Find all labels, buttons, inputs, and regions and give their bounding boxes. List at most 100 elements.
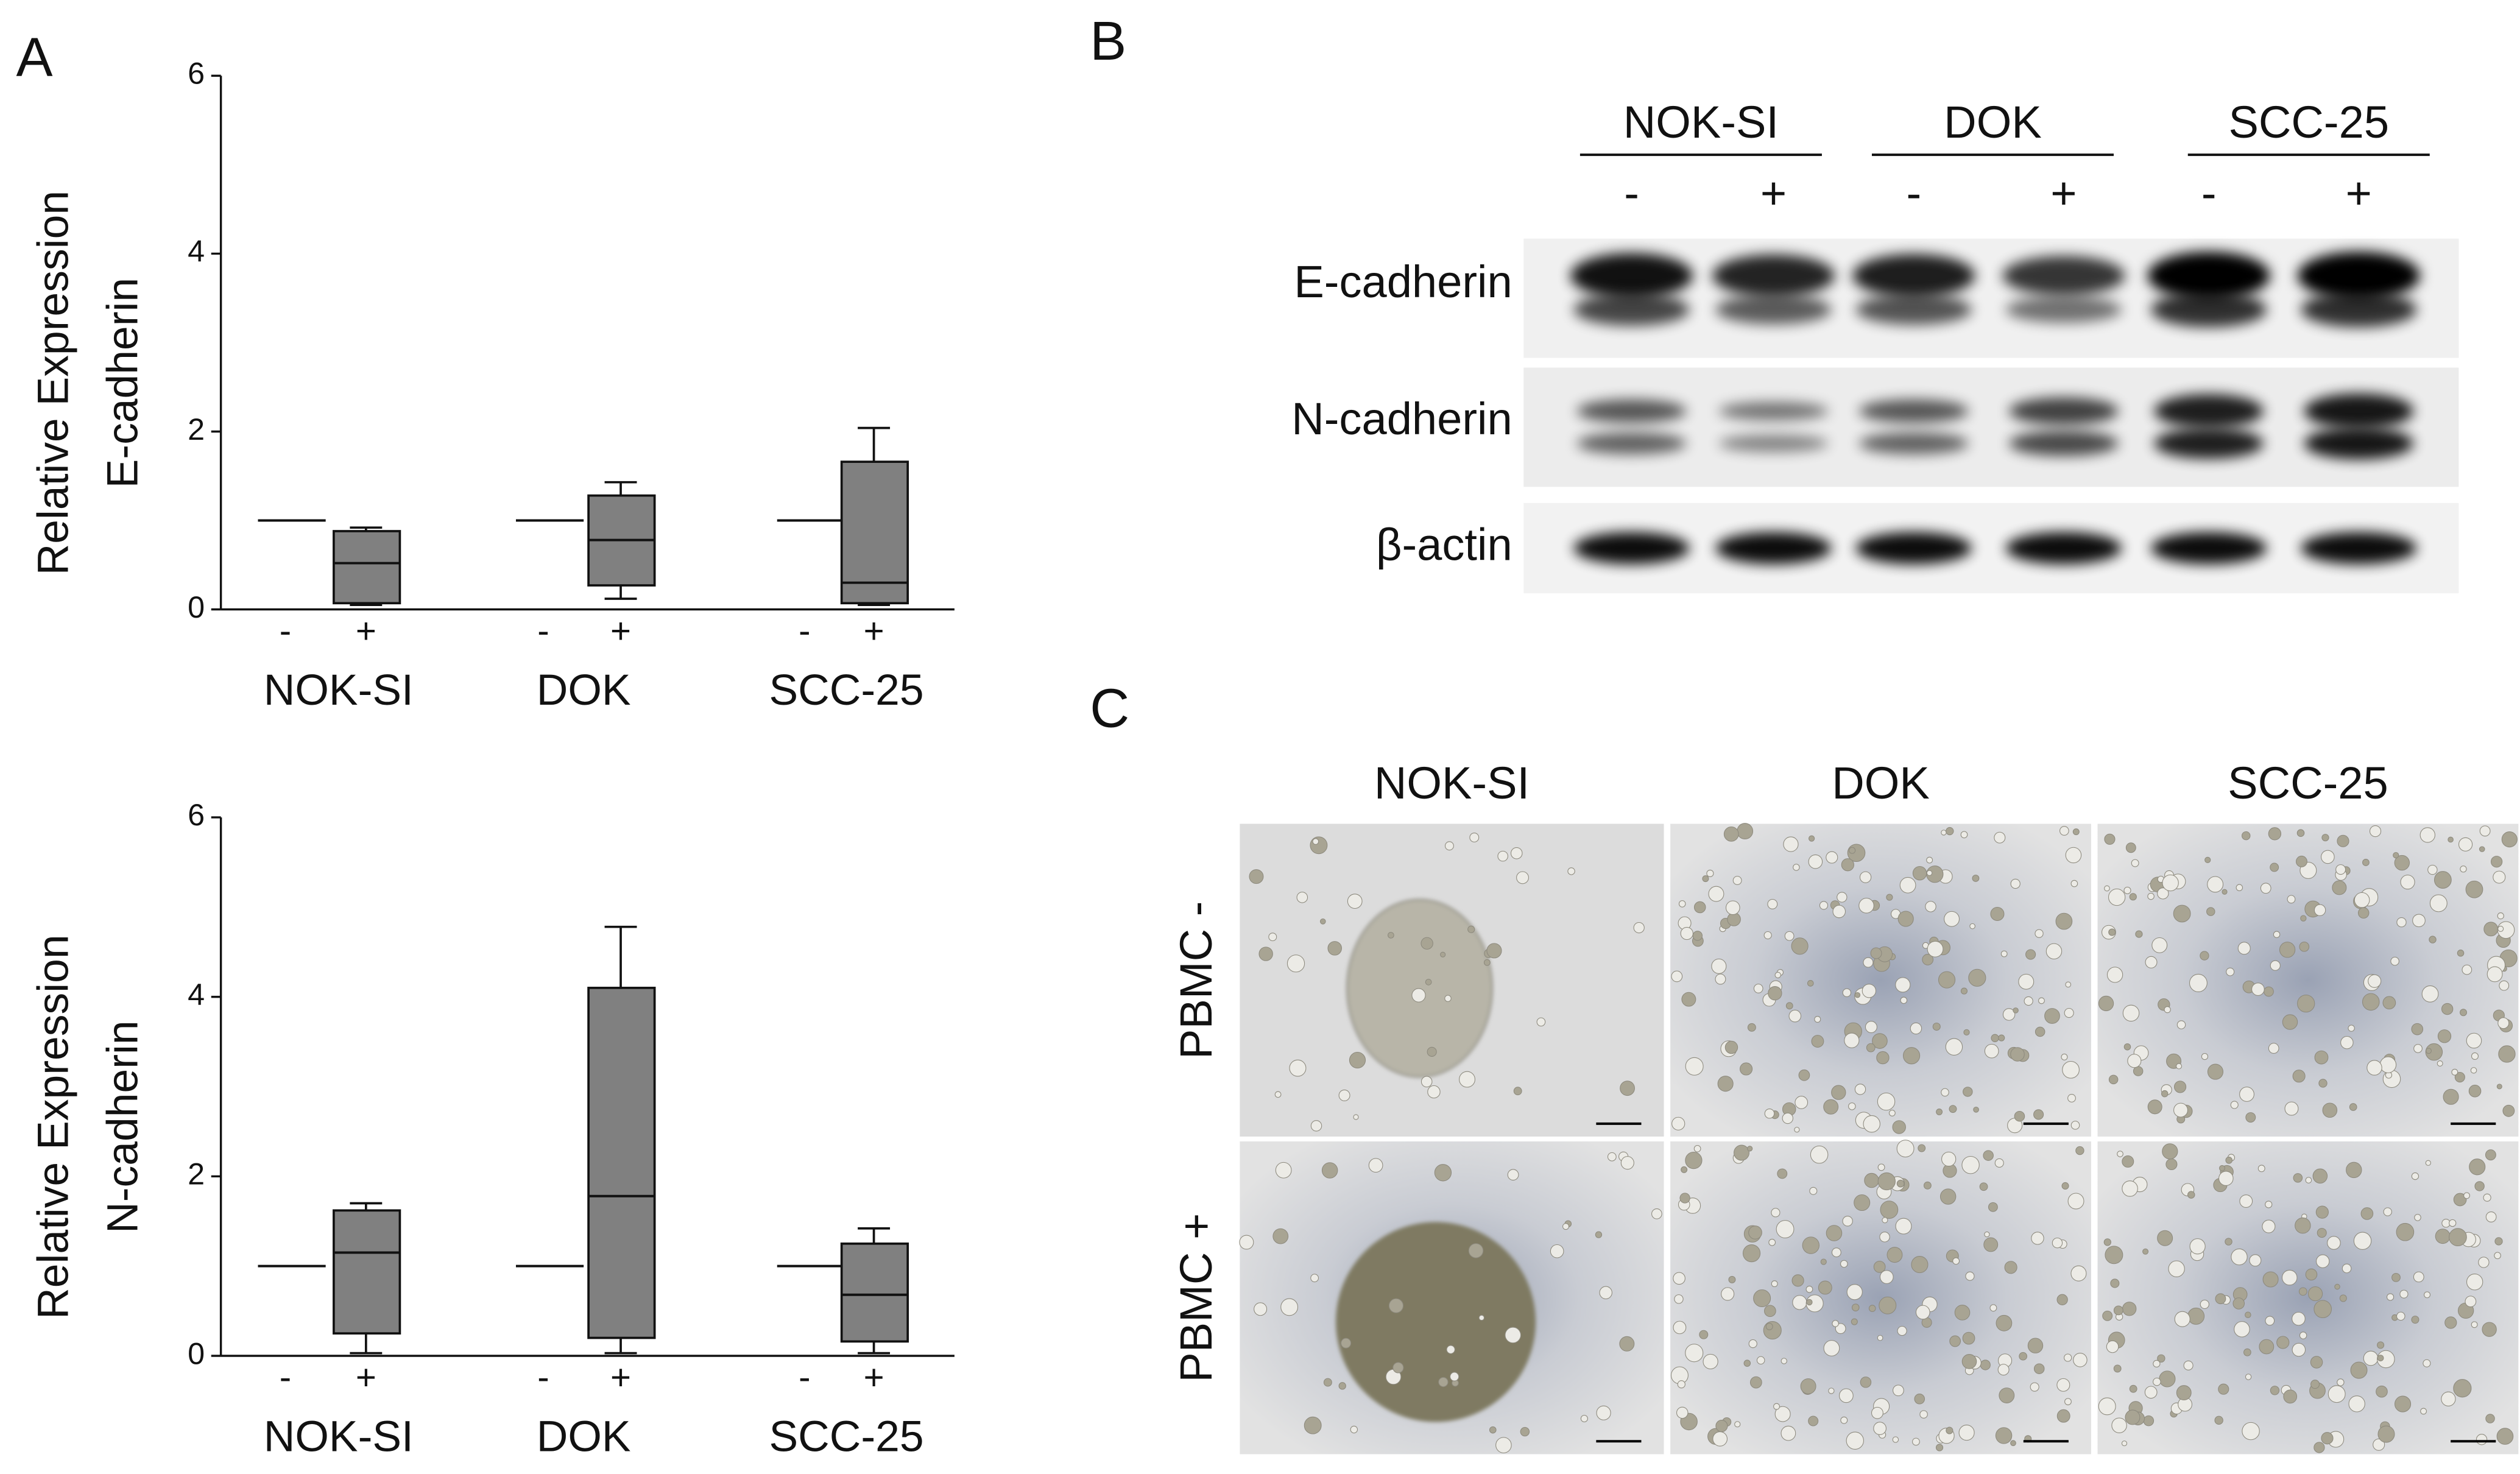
cell <box>1774 972 1781 979</box>
cell <box>2055 912 2073 930</box>
blot-strip <box>1523 238 2459 358</box>
cell <box>2295 1217 2311 1234</box>
cell <box>2292 1070 2306 1083</box>
cell <box>2176 1063 2183 1070</box>
cell <box>1863 1115 1880 1133</box>
cell <box>2292 1311 2306 1326</box>
blot-treatment: + <box>2050 168 2077 218</box>
cell <box>1893 1384 1904 1397</box>
cell <box>2497 925 2504 932</box>
cell <box>1849 847 1856 854</box>
cell <box>1781 1425 1796 1441</box>
micrographs: NOK-SI DOK SCC-25 PBMC - PBMC + <box>1171 758 2519 1455</box>
cell <box>2239 1194 2253 1208</box>
cell <box>1699 1330 1709 1339</box>
cell <box>2033 1363 2045 1374</box>
cell <box>1746 1146 1753 1152</box>
cell <box>1876 1051 1890 1065</box>
cell <box>1450 1372 1459 1381</box>
cell <box>1763 1321 1782 1340</box>
cell <box>1425 979 1432 986</box>
cell <box>1862 984 1877 998</box>
cell <box>2129 1384 2137 1393</box>
cell <box>1979 1182 1988 1191</box>
cell <box>2476 1434 2488 1445</box>
cell <box>2067 1193 2084 1210</box>
cell <box>1764 1109 1775 1119</box>
cell <box>2276 1336 2290 1349</box>
cell <box>2122 1004 2140 1022</box>
cell <box>1941 1151 1957 1167</box>
cell <box>2232 1297 2245 1310</box>
cell <box>2145 956 2158 968</box>
cell <box>1350 1425 1358 1434</box>
cell <box>2125 842 2136 853</box>
cell <box>1838 1388 1854 1403</box>
y-tick-label: 6 <box>188 797 205 832</box>
cell <box>2339 1294 2347 1302</box>
cell <box>2496 1084 2502 1090</box>
cell <box>2279 942 2296 958</box>
band <box>2150 292 2267 328</box>
cell <box>2466 1032 2482 1049</box>
cell <box>1764 1305 1776 1317</box>
cell <box>1927 940 1944 957</box>
cell <box>1708 886 1724 902</box>
cell <box>1702 875 1709 883</box>
cell <box>2400 875 2415 890</box>
cell <box>2052 1237 2063 1249</box>
cell <box>1999 1388 2015 1403</box>
cell <box>2497 921 2515 939</box>
y-tick-label: 0 <box>188 1336 205 1370</box>
cell <box>1991 1034 1999 1042</box>
cell <box>1989 1304 1997 1312</box>
cell <box>1823 1340 1840 1356</box>
cell <box>1671 1116 1685 1130</box>
panel-label: C <box>1090 679 1129 739</box>
cell <box>1510 847 1523 859</box>
cell <box>2056 1378 2070 1392</box>
cell <box>1619 1336 1635 1352</box>
cell <box>1866 1043 1876 1053</box>
cell <box>1505 1327 1522 1344</box>
cell <box>2349 1103 2357 1111</box>
cell <box>1831 1247 1841 1258</box>
cell <box>2265 1316 2275 1326</box>
cell <box>2486 966 2503 982</box>
cell <box>1310 836 1328 855</box>
cell <box>2162 1143 2178 1160</box>
cell <box>1368 1158 1383 1173</box>
cell <box>2470 1067 2477 1074</box>
cell <box>2366 1060 2382 1076</box>
cell <box>1723 826 1739 842</box>
cell <box>2382 1070 2401 1088</box>
band <box>1573 532 1690 565</box>
cell <box>1711 958 1727 974</box>
y-tick-label: 4 <box>188 977 205 1012</box>
band <box>1855 532 1972 565</box>
cell <box>2241 831 2251 841</box>
cell <box>2283 1389 2298 1404</box>
cell <box>1835 1323 1846 1335</box>
cell <box>1768 986 1782 1001</box>
cell <box>2038 997 2045 1004</box>
cell <box>1312 838 1319 845</box>
y-tick-label: 2 <box>188 1157 205 1191</box>
band <box>2005 296 2122 323</box>
cell <box>2264 986 2274 997</box>
cell <box>2299 941 2310 952</box>
cell <box>2377 1355 2384 1361</box>
cell <box>1411 988 1426 1003</box>
cell <box>2103 1238 2111 1246</box>
cell <box>2270 960 2281 971</box>
cell <box>2412 914 2426 928</box>
cell <box>1990 906 2005 922</box>
blot-treatment: + <box>2346 168 2372 218</box>
cell <box>1994 831 2006 844</box>
cell <box>2485 1414 2495 1423</box>
cell <box>1899 876 1916 894</box>
band <box>1570 253 1693 298</box>
cell <box>2317 1228 2327 1238</box>
band <box>1576 432 1687 455</box>
cell <box>2420 1408 2427 1415</box>
